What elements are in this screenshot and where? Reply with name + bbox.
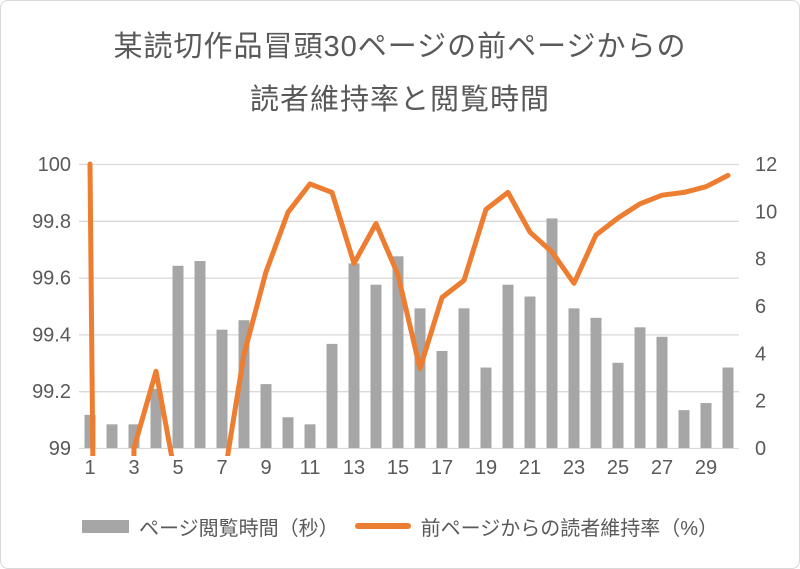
right-axis-tick-label-6: 6 [755,296,766,318]
retention-rate-line [87,161,731,456]
left-axis-tick-label-99.8: 99.8 [32,211,71,233]
legend-label-viewing-time: ページ閲覧時間（秒） [139,517,339,540]
bar-series-swatch-icon [82,519,129,533]
chart-title-line-2: 読者維持率と閲覧時間 [249,84,550,116]
right-axis-tick-label-2: 2 [755,391,766,413]
bar-page-17 [436,350,448,448]
bar-page-3 [128,424,140,448]
legend-item-viewing-time: ページ閲覧時間（秒） [82,512,339,541]
x-axis-tick-label-19: 19 [475,457,497,479]
right-axis-tick-label-12: 12 [755,154,777,176]
x-axis-tick-label-7: 7 [216,457,227,479]
x-axis-tick-label-11: 11 [300,457,321,479]
bar-page-15 [392,256,404,448]
bar-page-11 [304,424,316,448]
x-axis-tick-label-3: 3 [128,457,139,479]
x-axis-tick-label-5: 5 [172,457,183,479]
x-axis-tick-label-25: 25 [607,457,629,479]
right-axis-tick-label-0: 0 [755,438,766,460]
bar-page-16 [414,308,426,448]
bar-page-14 [370,284,382,448]
bar-page-29 [700,403,712,448]
bar-page-10 [282,417,294,448]
left-axis-tick-label-100: 100 [38,154,71,176]
x-axis-tick-label-9: 9 [260,457,271,479]
left-axis-tick-label-99.6: 99.6 [32,268,71,290]
bar-page-30 [722,367,734,448]
x-axis-tick-label-17: 17 [431,457,453,479]
bar-page-2 [106,424,118,448]
bar-page-13 [348,263,360,448]
bar-page-21 [524,296,536,448]
left-axis-tick-label-99.4: 99.4 [32,324,71,346]
bar-page-23 [568,308,580,448]
left-axis-tick-label-99: 99 [49,438,71,460]
x-axis-tick-label-29: 29 [695,457,717,479]
bar-page-26 [634,327,646,448]
bar-page-20 [502,284,514,448]
bar-page-1 [84,414,96,448]
x-axis-tick-label-13: 13 [343,457,365,479]
bar-page-6 [194,261,206,448]
x-axis-tick-label-23: 23 [563,457,585,479]
x-axis-tick-label-15: 15 [387,457,409,479]
x-axis-tick-label-27: 27 [651,457,673,479]
bar-page-28 [678,410,690,448]
bar-page-5 [172,265,184,448]
bar-page-12 [326,343,338,448]
chart-title: 某読切作品冒頭30ページの前ページからの 読者維持率と閲覧時間 [1,21,799,127]
left-axis-tick-label-99.2: 99.2 [32,381,71,403]
line-series-swatch-icon [354,523,411,529]
chart-title-line-1: 某読切作品冒頭30ページの前ページからの [113,31,687,63]
bar-page-19 [480,367,492,448]
bar-page-9 [260,384,272,448]
bar-page-22 [546,218,558,448]
right-axis-tick-label-4: 4 [755,343,766,365]
right-axis-tick-label-10: 10 [755,201,777,223]
bar-page-8 [238,320,250,448]
bar-page-27 [656,336,668,448]
legend-item-retention-rate: 前ページからの読者維持率（%） [354,512,718,541]
right-axis-tick-label-8: 8 [755,249,766,271]
x-axis-tick-label-1: 1 [84,457,95,479]
bar-page-24 [590,317,602,448]
bar-page-4 [150,388,162,448]
bar-page-25 [612,362,624,448]
bar-page-7 [216,329,228,448]
bar-page-18 [458,308,470,448]
chart-legend: ページ閲覧時間（秒） 前ページからの読者維持率（%） [1,506,799,546]
legend-label-retention-rate: 前ページからの読者維持率（%） [420,517,718,540]
x-axis-tick-label-21: 21 [519,457,541,479]
